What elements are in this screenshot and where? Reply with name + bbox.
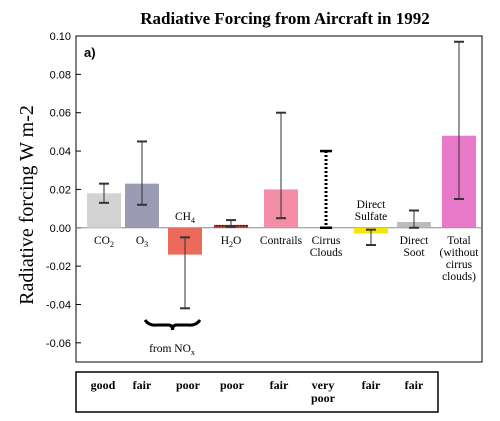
category-label: H2O bbox=[221, 235, 242, 249]
confidence-label: poor bbox=[311, 391, 336, 405]
y-tick-label: -0.06 bbox=[46, 338, 71, 350]
confidence-label: very bbox=[312, 378, 335, 392]
category-label: CO2 bbox=[94, 235, 114, 249]
confidence-label: fair bbox=[405, 378, 424, 392]
nox-annotation: from NOx bbox=[149, 343, 195, 357]
category-label: Clouds bbox=[310, 247, 343, 259]
y-axis-label: Radiative forcing W m-2 bbox=[16, 105, 38, 305]
y-tick-label: 0.10 bbox=[50, 31, 71, 43]
plot-area: 0.10 0.08 0.06 0.04 0.02 0.00 -0.02 -0.04 -0.06 a… bbox=[46, 31, 483, 363]
category-label: Direct bbox=[357, 199, 387, 211]
category-label: Cirrus bbox=[312, 235, 341, 247]
y-tick-label: -0.02 bbox=[46, 261, 71, 273]
confidence-label: fair bbox=[270, 378, 289, 392]
chart-title: Radiative Forcing from Aircraft in 1992 bbox=[140, 9, 429, 28]
plot-frame bbox=[75, 35, 483, 363]
category-label: cirrus bbox=[446, 259, 473, 271]
confidence-label: poor bbox=[176, 378, 201, 392]
confidence-label: fair bbox=[362, 378, 381, 392]
y-tick-label: 0.02 bbox=[50, 184, 71, 196]
category-label: O3 bbox=[136, 235, 148, 249]
y-tick-label: 0.00 bbox=[50, 223, 71, 235]
confidence-label: good bbox=[91, 378, 116, 392]
y-tick-label: 0.04 bbox=[50, 146, 71, 158]
confidence-box bbox=[75, 371, 439, 413]
nox-brace bbox=[143, 319, 202, 331]
category-label: Soot bbox=[403, 247, 425, 259]
category-label: CH4 bbox=[175, 211, 195, 225]
confidence-label: fair bbox=[133, 378, 152, 392]
category-label: Direct bbox=[400, 235, 430, 247]
category-label: Total bbox=[447, 235, 470, 247]
y-tick-label: 0.06 bbox=[50, 108, 71, 120]
confidence-label: poor bbox=[220, 378, 245, 392]
category-label: Contrails bbox=[260, 235, 303, 247]
category-label: (without bbox=[440, 247, 480, 259]
category-label: Sulfate bbox=[355, 211, 388, 223]
y-tick-label: 0.08 bbox=[50, 69, 71, 81]
category-label: clouds) bbox=[442, 271, 476, 283]
y-tick-label: -0.04 bbox=[46, 299, 71, 311]
panel-label: a) bbox=[84, 45, 96, 60]
